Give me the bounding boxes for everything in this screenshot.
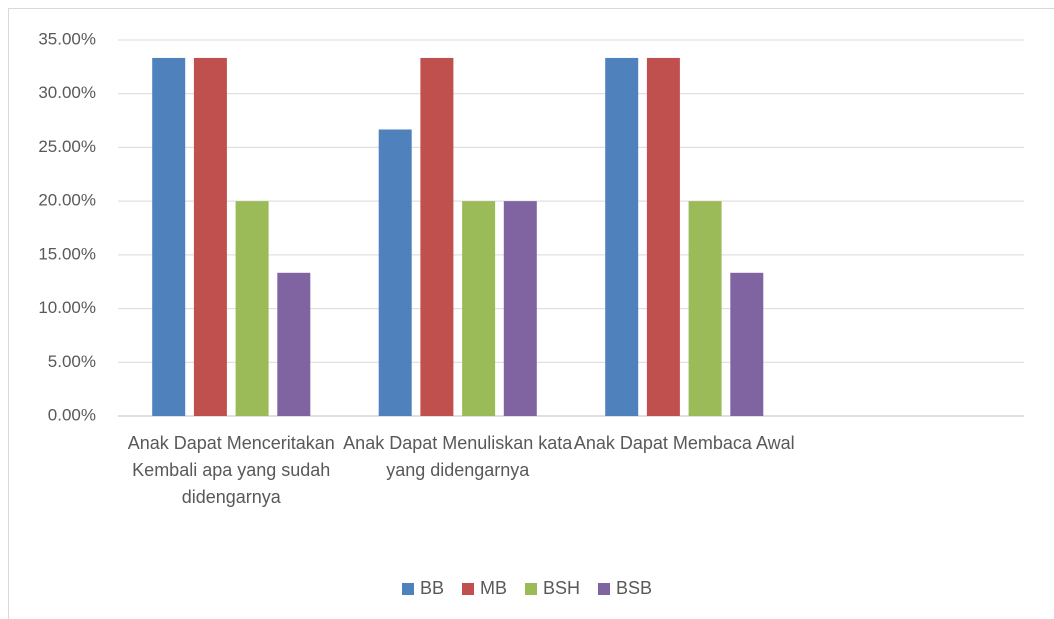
- y-tick-label: 30.00%: [38, 83, 96, 102]
- legend-label: BSB: [616, 578, 653, 598]
- bar: [503, 201, 537, 416]
- bar: [462, 201, 496, 416]
- y-tick-label: 10.00%: [38, 298, 96, 317]
- legend-swatch: [401, 582, 414, 595]
- legend-swatch: [524, 582, 537, 595]
- legend-label: BB: [419, 578, 444, 598]
- legend-entry: BSB: [598, 578, 652, 599]
- y-tick-label: 15.00%: [38, 244, 96, 263]
- y-tick-label: 20.00%: [38, 191, 96, 210]
- legend-label: MB: [479, 578, 507, 598]
- x-tick-label: Anak Dapat Membaca Awal: [573, 433, 795, 453]
- legend-label: BSH: [542, 578, 580, 598]
- bar: [235, 201, 269, 416]
- legend: BB MB BSH BSB: [0, 578, 1054, 599]
- legend-entry: BB: [401, 578, 444, 599]
- bar: [605, 57, 639, 416]
- y-tick-label: 5.00%: [48, 352, 96, 371]
- legend-swatch: [598, 582, 610, 595]
- y-tick-label: 25.00%: [38, 137, 96, 156]
- legend-entry: MB: [461, 578, 507, 599]
- bar: [730, 272, 764, 416]
- bar: [378, 129, 412, 416]
- bar: [646, 57, 680, 416]
- bar: [152, 57, 186, 416]
- bar: [193, 57, 227, 416]
- x-tick-label: Anak Dapat Menceritakan Kembali apa yang…: [127, 433, 335, 507]
- chart-border: [8, 8, 1054, 619]
- legend-entry: BSH: [524, 578, 580, 599]
- x-tick-label: Anak Dapat Menuliskan kata yang didengar…: [343, 433, 573, 480]
- y-tick-label: 0.00%: [48, 405, 96, 424]
- y-tick-label: 35.00%: [38, 29, 96, 48]
- bar: [688, 201, 722, 416]
- bar: [277, 272, 311, 416]
- legend-swatch: [461, 582, 474, 595]
- bar: [420, 57, 454, 416]
